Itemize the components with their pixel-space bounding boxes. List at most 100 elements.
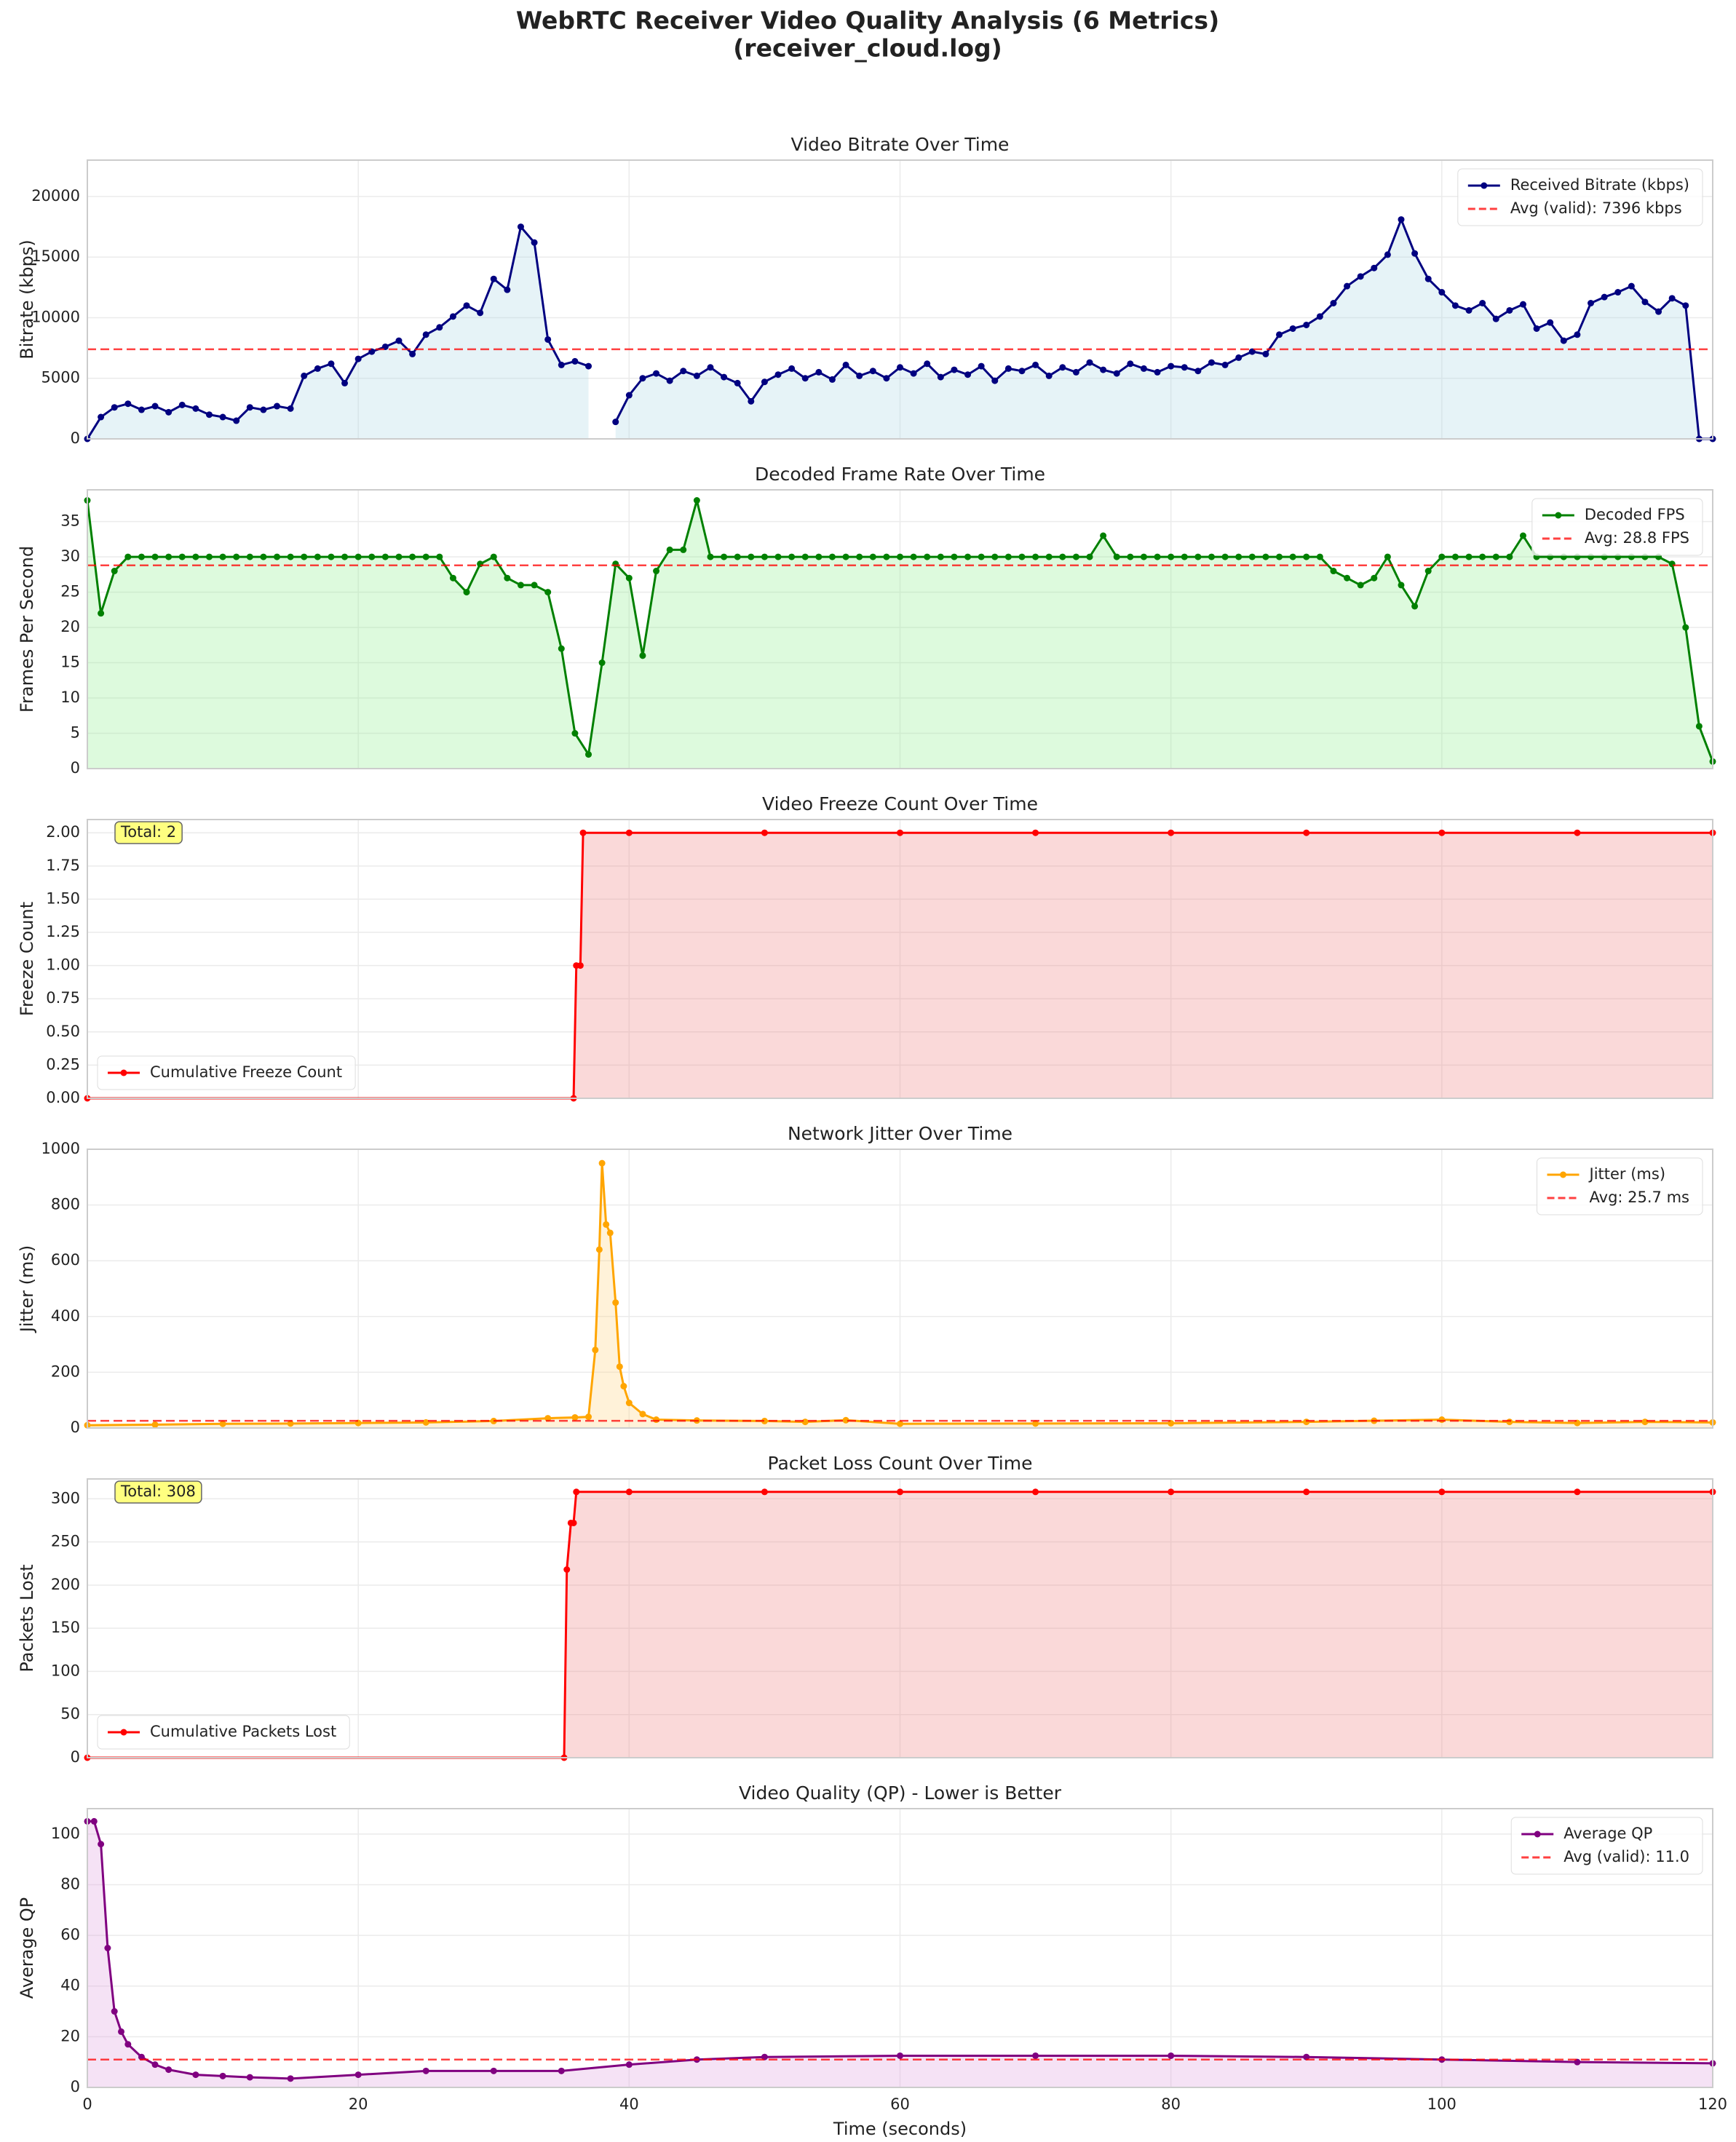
series-line <box>87 1820 1713 2080</box>
data-point <box>1194 368 1202 375</box>
data-point <box>1411 250 1419 257</box>
data-point <box>1438 553 1446 560</box>
data-point <box>964 553 972 560</box>
y-tick-label: 0.50 <box>46 1023 80 1040</box>
data-point <box>1086 359 1093 366</box>
data-point <box>1181 553 1188 560</box>
data-point <box>592 1346 599 1354</box>
data-point <box>354 355 362 362</box>
y-tick-label: 200 <box>51 1576 80 1593</box>
legend-marker <box>1534 1830 1541 1838</box>
data-point <box>1018 368 1026 375</box>
data-point <box>788 365 796 372</box>
data-point <box>897 829 903 836</box>
data-point <box>910 553 917 560</box>
data-point <box>1695 723 1703 730</box>
data-point <box>544 336 552 343</box>
data-point <box>558 2067 565 2074</box>
data-point <box>124 2041 132 2048</box>
data-point <box>246 2074 253 2081</box>
data-point <box>734 379 741 386</box>
plot-frame <box>87 1478 1713 1758</box>
data-point <box>111 2008 118 2015</box>
data-point <box>165 553 173 560</box>
data-point <box>1072 553 1079 560</box>
data-point <box>748 553 755 560</box>
data-point <box>1560 337 1567 344</box>
data-point <box>828 376 836 383</box>
data-point <box>978 362 985 370</box>
data-point <box>165 408 173 416</box>
data-point <box>1655 308 1662 315</box>
data-point <box>707 364 714 371</box>
data-point <box>558 645 565 652</box>
data-point <box>504 574 511 582</box>
data-point <box>1127 553 1134 560</box>
data-point <box>1086 553 1093 560</box>
data-point <box>274 402 281 410</box>
data-point <box>381 553 389 560</box>
data-point <box>517 582 524 589</box>
data-point <box>1344 574 1351 582</box>
data-point <box>761 378 768 386</box>
data-point <box>111 568 118 575</box>
data-point <box>1398 216 1405 223</box>
data-point <box>951 553 958 560</box>
data-point <box>151 1421 159 1428</box>
data-point <box>1682 624 1689 631</box>
subplot: Video Bitrate Over Time Bitrate (kbps) 0 50… <box>17 134 1716 447</box>
legend-box <box>1537 1157 1703 1215</box>
y-tick-label: 20 <box>60 2027 80 2044</box>
data-point <box>883 553 890 560</box>
x-tick-label: 40 <box>619 2095 639 2113</box>
data-point <box>287 2075 294 2082</box>
data-point <box>118 2028 125 2035</box>
data-point <box>788 553 796 560</box>
data-point <box>991 377 999 384</box>
data-point <box>721 553 728 560</box>
data-point <box>1330 299 1337 306</box>
annotation-box <box>114 1480 202 1504</box>
data-point <box>761 1488 768 1496</box>
data-point <box>1168 2052 1175 2059</box>
y-tick-label: 5000 <box>41 369 80 386</box>
data-point <box>1451 553 1459 560</box>
data-point <box>595 1246 603 1253</box>
data-point <box>1574 331 1581 338</box>
data-point <box>1465 306 1473 314</box>
plot-frame <box>87 489 1713 769</box>
data-point <box>734 553 741 560</box>
data-point <box>761 553 768 560</box>
data-point <box>1032 2052 1039 2059</box>
data-point <box>1059 553 1066 560</box>
data-point <box>1384 251 1391 258</box>
y-tick-label: 10000 <box>31 308 80 325</box>
y-tick-label: 15000 <box>31 247 80 265</box>
plot-frame <box>87 1149 1713 1429</box>
data-point <box>287 553 294 560</box>
data-point <box>1303 321 1310 328</box>
series-line <box>614 216 1713 440</box>
y-tick-label: 0.00 <box>46 1089 80 1106</box>
data-point <box>1371 574 1378 582</box>
data-point <box>1574 829 1581 836</box>
data-point <box>571 357 579 365</box>
y-tick-label: 15 <box>60 654 80 671</box>
data-point <box>490 275 497 282</box>
data-point <box>625 829 633 836</box>
area-fill <box>615 219 1713 439</box>
y-axis-label: Jitter (ms) <box>17 1245 37 1333</box>
plot-frame <box>87 1808 1713 2088</box>
legend: Decoded FPS Avg: 28.8 FPS <box>1531 498 1703 556</box>
data-point <box>260 406 267 413</box>
data-point <box>1113 553 1120 560</box>
data-point <box>1479 553 1486 560</box>
legend-marker <box>120 1729 127 1736</box>
x-tick-label: 80 <box>1161 2095 1181 2113</box>
data-point <box>585 1413 592 1421</box>
data-point <box>1641 298 1649 306</box>
data-point <box>151 402 159 410</box>
y-tick-label: 0.75 <box>46 989 80 1007</box>
data-point <box>693 372 700 379</box>
data-point <box>151 2061 159 2068</box>
